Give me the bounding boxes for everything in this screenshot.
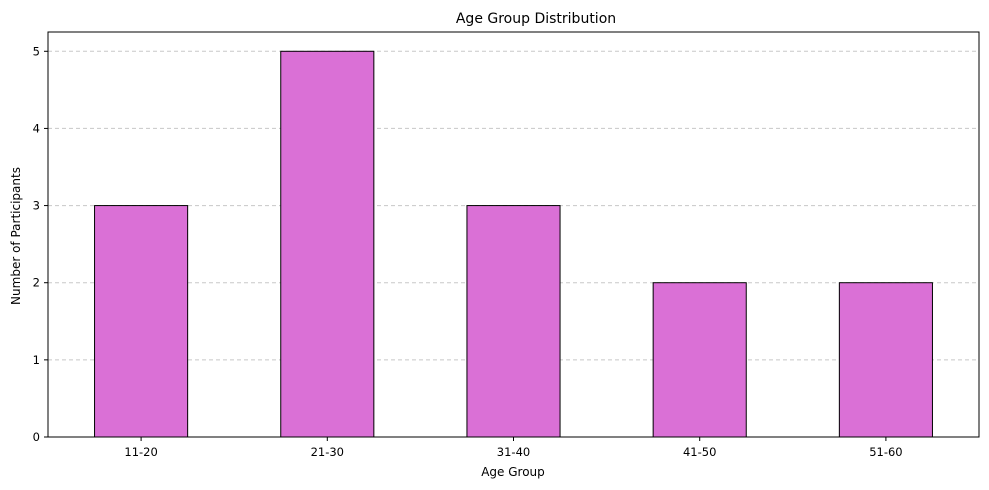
bars [94, 50, 933, 438]
bar-31-40 [466, 205, 561, 438]
x-tick-label: 41-50 [683, 445, 716, 459]
bar-21-30 [280, 50, 375, 438]
x-tick-label: 51-60 [869, 445, 902, 459]
x-tick-label: 31-40 [497, 445, 530, 459]
y-tick-label: 3 [33, 199, 40, 213]
y-tick-label: 4 [33, 121, 40, 135]
bar-51-60 [838, 282, 933, 438]
bar-11-20 [94, 205, 189, 438]
y-tick-label: 0 [33, 430, 40, 444]
x-axis-label: Age Group [481, 465, 545, 479]
bar-41-50 [652, 282, 747, 438]
y-axis-label: Number of Participants [9, 167, 23, 305]
x-ticks: 11-20 21-30 31-40 41-50 51-60 [124, 437, 903, 459]
x-tick-label: 21-30 [311, 445, 344, 459]
y-tick-label: 5 [33, 44, 40, 58]
y-tick-label: 1 [33, 353, 40, 367]
y-tick-label: 2 [33, 276, 40, 290]
x-tick-label: 11-20 [124, 445, 157, 459]
chart-title: Age Group Distribution [456, 11, 616, 27]
y-ticks: 0 1 2 3 4 5 [33, 44, 48, 444]
